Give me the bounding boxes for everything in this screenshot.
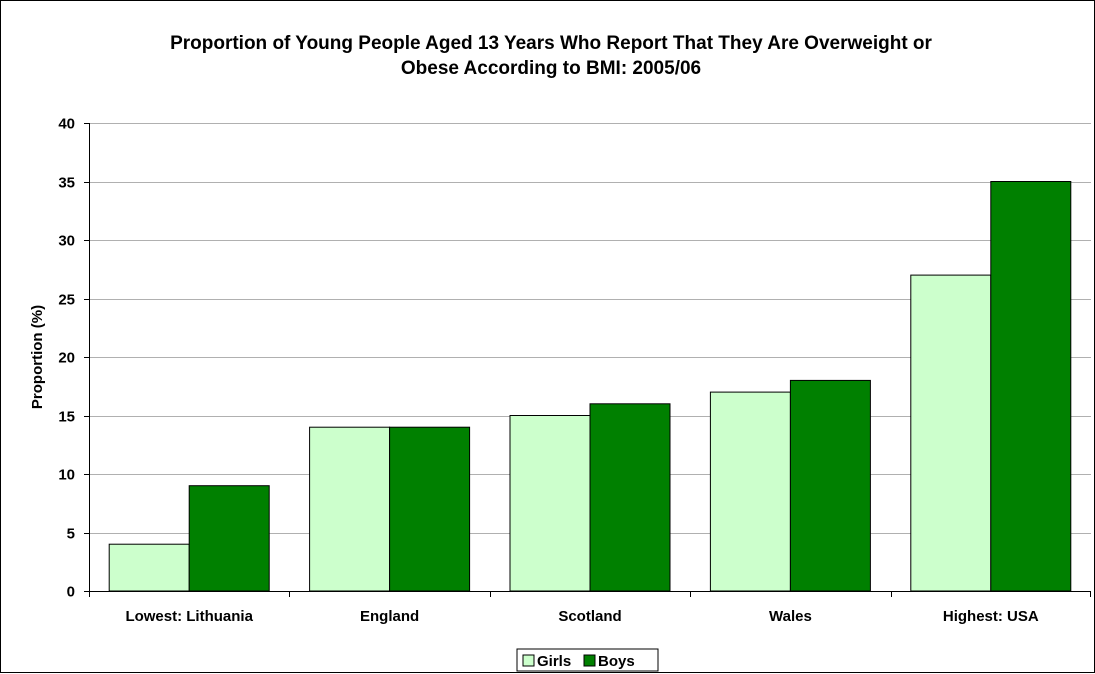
y-tick-label: 0 xyxy=(67,584,75,601)
legend-swatch-girls xyxy=(522,654,535,667)
bar-girls-1 xyxy=(309,426,391,592)
y-axis-title: Proportion (%) xyxy=(29,305,46,409)
bar-boys-2 xyxy=(589,403,671,592)
x-tick-label: Wales xyxy=(769,608,812,625)
legend-label-boys: Boys xyxy=(598,653,635,670)
bar-boys-1 xyxy=(389,426,471,592)
bar-boys-4 xyxy=(990,181,1072,592)
y-tick-label: 40 xyxy=(58,116,75,133)
x-tick-label: Highest: USA xyxy=(943,608,1039,625)
legend-swatch-boys xyxy=(583,654,596,667)
y-tick-label: 30 xyxy=(58,233,75,250)
y-tick-label: 35 xyxy=(58,175,75,192)
y-tick-label: 5 xyxy=(67,526,75,543)
x-tick-label: England xyxy=(360,608,419,625)
y-tick-label: 15 xyxy=(58,409,75,426)
x-tick-label: Scotland xyxy=(558,608,621,625)
bar-boys-3 xyxy=(789,379,871,592)
y-tick-label: 25 xyxy=(58,292,75,309)
bar-girls-2 xyxy=(509,415,591,592)
y-tick-label: 10 xyxy=(58,467,75,484)
legend-label-girls: Girls xyxy=(537,653,571,670)
chart-title-line-1: Proportion of Young People Aged 13 Years… xyxy=(170,33,932,54)
bar-girls-3 xyxy=(709,391,791,592)
legend: Girls Boys xyxy=(516,648,659,672)
axes xyxy=(84,123,1091,597)
y-tick-labels: 0 5 10 15 20 25 30 35 40 xyxy=(58,116,75,601)
x-tick-labels: Lowest: Lithuania England Scotland Wales Hig… xyxy=(125,608,1038,625)
bar-boys-0 xyxy=(188,485,270,592)
bars xyxy=(108,181,1072,592)
y-tick-label: 20 xyxy=(58,350,75,367)
bar-girls-4 xyxy=(910,274,992,592)
bar-girls-0 xyxy=(108,543,190,592)
chart-title-line-2: Obese According to BMI: 2005/06 xyxy=(401,58,701,79)
x-tick-label: Lowest: Lithuania xyxy=(125,608,253,625)
